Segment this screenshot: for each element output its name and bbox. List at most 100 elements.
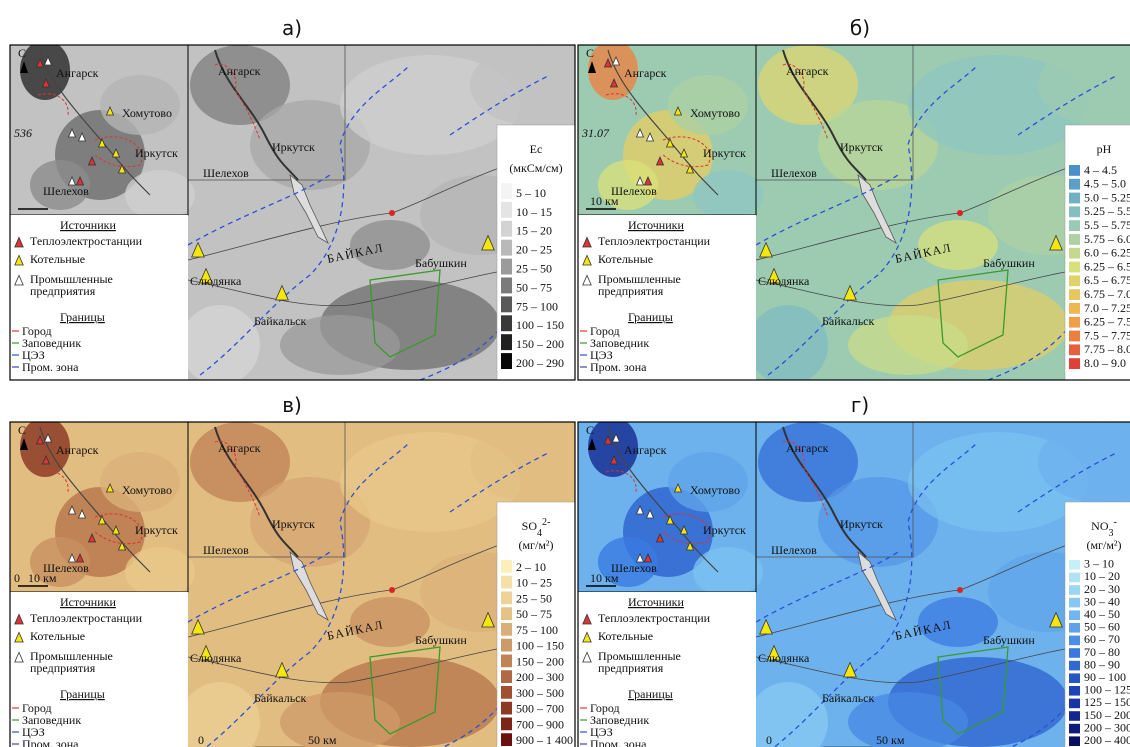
legend-item: Пром. зона [590,737,647,747]
legend-heading: Границы [628,687,673,701]
inset-place-label: Иркутск [703,523,746,537]
legend-item: Котельные [598,629,653,643]
compass-label: С [586,46,594,60]
legend-class: 5 – 10 [516,186,546,200]
legend-swatch [501,655,512,668]
legend-class: 100 – 150 [516,639,564,653]
value-legend-unit: (мкСм/см) [509,161,562,175]
legend-class: 200 – 290 [516,356,564,370]
legend-class: 25 – 50 [516,591,552,605]
map-area: АнгарскИркутскШелеховСлюдянкаБайкальскБа… [578,40,1130,385]
surface-zone [125,547,195,597]
place-label: Ангарск [786,64,829,78]
legend-swatch [1069,711,1080,721]
legend-class: 5.5 – 5.75 [1084,218,1130,232]
legend-swatch [1069,358,1080,369]
legend-swatch [1069,623,1080,633]
legend-class: 10 – 15 [516,205,552,219]
legend-class: 200 – 400 [1084,733,1130,747]
legend-swatch [1069,275,1080,286]
surface-zone [693,170,763,220]
legend-swatch [1069,344,1080,355]
panel-label: б) [850,16,870,40]
legend-swatch [1069,648,1080,658]
legend-class: 7.0 – 7.25 [1084,301,1130,315]
legend-class: 6.0 – 6.25 [1084,246,1130,260]
legend-swatch [1069,724,1080,734]
legend-swatch [501,718,512,731]
legend-item-line: предприятия [598,284,664,298]
scale-label: 0 [198,733,204,747]
surface-zone [100,452,180,512]
legend-swatch [501,296,512,312]
legend-swatch [501,607,512,620]
legend-heading: Границы [628,310,673,324]
legend-item: Пром. зона [590,360,647,374]
value-legend-title-part: NO [1091,519,1109,533]
legend-class: 4 – 4.5 [1084,163,1117,177]
scale-label: 50 км [876,733,905,747]
inset-scale-label: 10 км [28,571,57,585]
legend-swatch [501,670,512,683]
legend-class: 20 – 25 [516,243,552,257]
legend-class: 5.0 – 5.25 [1084,190,1130,204]
legend-class: 75 – 100 [516,623,558,637]
legend-item-line: предприятия [30,661,96,675]
legend-item: Теплоэлектростанции [598,234,711,248]
panel-label: в) [282,393,302,417]
legend-item: Теплоэлектростанции [30,611,143,625]
legend-swatch [501,240,512,256]
place-label: Слюдянка [190,651,242,665]
legend-swatch [501,259,512,275]
compass-label: С [18,423,26,437]
legend-class: 6.5 – 6.75 [1084,273,1130,287]
map-panel: в)АнгарскИркутскШелеховСлюдянкаБайкальск… [10,393,590,747]
legend-swatch [1069,248,1080,259]
place-label: Иркутск [272,517,315,531]
legend-class: 10 – 25 [516,576,552,590]
legend-swatch [1069,165,1080,176]
value-legend-title-part: SO [522,519,538,533]
inset-place-label: Иркутск [135,523,178,537]
value-legend-title-part: Ec [530,142,543,156]
legend-class: 15 – 20 [516,224,552,238]
value-legend-title: Ec [530,142,543,156]
value-legend-title: pH [1097,142,1112,156]
surface-zone [180,305,260,385]
inset-place-label: Шелехов [43,184,89,198]
panel-label: а) [282,16,302,40]
legend-heading: Источники [60,218,116,232]
legend-class: 6.75 – 7.0 [1084,287,1130,301]
legend-class: 6.25 – 7.5 [1084,315,1130,329]
legend-swatch [1069,736,1080,746]
place-label: Ангарск [218,64,261,78]
point [389,587,395,593]
inset-place-label: Хомутово [122,483,172,497]
legend-item: Теплоэлектростанции [30,234,143,248]
legend-swatch [501,639,512,652]
legend-swatch [1069,262,1080,273]
place-label: Шелехов [203,166,249,180]
compass-label: С [18,46,26,60]
legend-swatch [1069,686,1080,696]
legend-class: 500 – 700 [516,702,564,716]
legend-swatch [501,183,512,199]
inset-scale-label: 10 км [590,571,619,585]
legend-swatch [501,202,512,218]
legend-class: 2 – 10 [516,560,546,574]
legend-swatch [1069,610,1080,620]
place-label: Бабушкин [983,633,1035,647]
place-label: Слюдянка [758,274,810,288]
place-label: Слюдянка [190,274,242,288]
legend-item-line: предприятия [30,284,96,298]
legend-class: 8.0 – 9.0 [1084,356,1126,370]
legend-class: 150 – 200 [516,337,564,351]
inset-place-label: Иркутск [135,146,178,160]
legend-heading: Границы [60,310,105,324]
place-label: Бабушкин [983,256,1035,270]
inset-value: 31.07 [581,126,610,140]
legend-class: 7.5 – 7.75 [1084,328,1130,342]
inset-place-label: Ангарск [56,443,99,457]
legend-item: Пром. зона [22,360,79,374]
legend-swatch [1069,289,1080,300]
